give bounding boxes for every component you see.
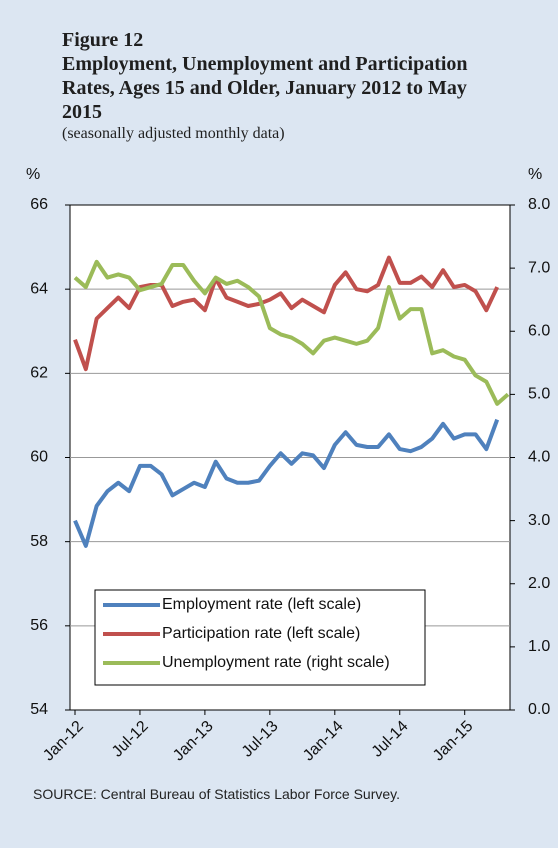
y2-tick-label: 1.0 — [528, 638, 550, 655]
y2-tick-label: 4.0 — [528, 449, 550, 466]
y2-axis-label: % — [528, 166, 542, 183]
y-tick-label: 54 — [30, 701, 48, 718]
x-tick-label: Jan-13 — [170, 718, 217, 765]
y-tick-label: 66 — [30, 196, 48, 213]
y-tick-label: 60 — [30, 449, 48, 466]
y-tick-label: 64 — [30, 280, 48, 297]
legend-label: Participation rate (left scale) — [162, 625, 360, 642]
title-block: Figure 12 Employment, Unemployment and P… — [62, 28, 482, 144]
y2-tick-label: 6.0 — [528, 322, 550, 339]
y2-tick-label: 8.0 — [528, 196, 550, 213]
y2-tick-label: 3.0 — [528, 512, 550, 529]
legend-label: Unemployment rate (right scale) — [162, 654, 390, 671]
y2-tick-label: 0.0 — [528, 701, 550, 718]
x-tick-label: Jan-14 — [300, 718, 347, 765]
x-tick-label: Jul-13 — [239, 718, 282, 761]
series-line — [73, 418, 500, 548]
chart-title: Employment, Unemployment and Participati… — [62, 53, 468, 123]
y-tick-label: 56 — [30, 617, 48, 634]
y-tick-label: 62 — [30, 365, 48, 382]
series-line — [73, 259, 510, 406]
y2-tick-label: 2.0 — [528, 575, 550, 592]
y2-tick-label: 7.0 — [528, 259, 550, 276]
figure-label: Figure 12 — [62, 29, 144, 51]
x-tick-label: Jan-15 — [430, 718, 477, 765]
chart-subtitle: (seasonally adjusted monthly data) — [62, 125, 285, 142]
source-note: SOURCE: Central Bureau of Statistics Lab… — [33, 786, 400, 802]
series-line — [73, 255, 499, 372]
y-tick-label: 58 — [30, 533, 48, 550]
y2-tick-label: 5.0 — [528, 386, 550, 403]
x-tick-label: Jan-12 — [40, 718, 87, 765]
x-tick-label: Jul-12 — [109, 718, 152, 761]
legend-label: Employment rate (left scale) — [162, 596, 361, 613]
x-tick-label: Jul-14 — [369, 718, 412, 761]
y-axis-label: % — [26, 166, 40, 183]
